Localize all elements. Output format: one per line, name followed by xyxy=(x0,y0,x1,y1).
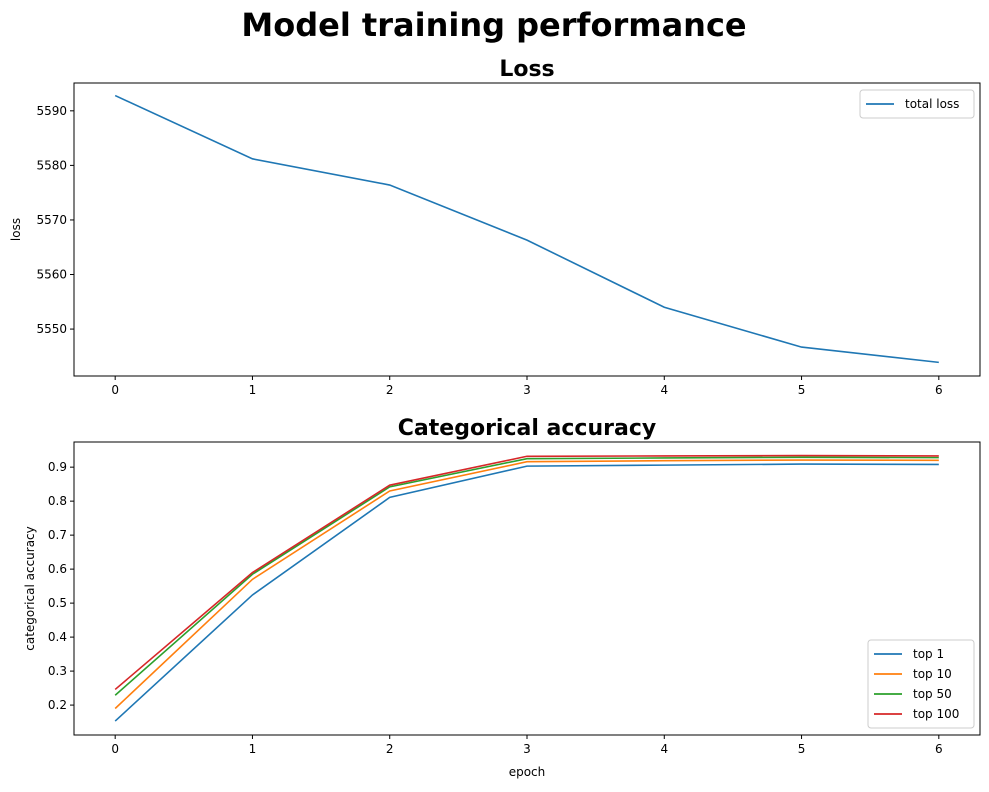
y-tick-label: 5570 xyxy=(36,213,67,227)
legend-box xyxy=(867,639,975,729)
y-tick-label: 0.5 xyxy=(48,596,67,610)
legend-label: top 1 xyxy=(913,647,944,661)
x-tick-label: 6 xyxy=(935,742,943,756)
legend-box xyxy=(859,89,975,119)
suptitle: Model training performance xyxy=(241,6,746,44)
x-tick-label: 0 xyxy=(111,742,119,756)
y-tick-label: 0.3 xyxy=(48,664,67,678)
series-line-top-10 xyxy=(114,459,939,710)
legend: total loss xyxy=(859,89,975,119)
axes-title: Categorical accuracy xyxy=(398,416,656,441)
legend-label: top 50 xyxy=(913,687,952,701)
legend: top 1 top 10 top 50 top 100 xyxy=(867,639,975,729)
legend-label: top 100 xyxy=(913,707,959,721)
loss-axes: Loss 0 1 2 3 4 5 6 5550 5560 5570 5580 5590 loss total… xyxy=(9,57,981,397)
legend-label: total loss xyxy=(905,97,959,111)
x-tick-label: 1 xyxy=(249,742,257,756)
x-tick-label: 1 xyxy=(249,383,257,397)
x-tick-label: 3 xyxy=(523,383,531,397)
y-tick-label: 0.4 xyxy=(48,630,67,644)
y-tick-label: 0.9 xyxy=(48,460,67,474)
x-tick-label: 5 xyxy=(798,383,806,397)
y-tick-label: 0.6 xyxy=(48,562,67,576)
axes-title: Loss xyxy=(499,57,554,82)
legend-label: top 10 xyxy=(913,667,952,681)
x-tick-label: 6 xyxy=(935,383,943,397)
series-line-top-50 xyxy=(114,456,939,696)
y-axis-label: categorical accuracy xyxy=(23,526,37,651)
accuracy-axes: Categorical accuracy 0 1 2 3 4 5 6 0.2 0.3 0.4 0.5 0… xyxy=(23,416,981,779)
series-line-total-loss xyxy=(114,94,939,364)
x-tick-label: 2 xyxy=(386,383,394,397)
y-tick-label: 5590 xyxy=(36,104,67,118)
x-axis-label: epoch xyxy=(509,765,546,779)
series-line-top-100 xyxy=(114,454,939,691)
x-tick-label: 2 xyxy=(386,742,394,756)
y-axis-label: loss xyxy=(9,218,23,241)
y-tick-label: 0.8 xyxy=(48,494,67,508)
x-tick-label: 4 xyxy=(660,383,668,397)
series-line-top-1 xyxy=(114,463,939,722)
x-tick-label: 5 xyxy=(798,742,806,756)
x-tick-label: 0 xyxy=(111,383,119,397)
y-tick-label: 5560 xyxy=(36,268,67,282)
axes-frame xyxy=(73,82,981,377)
y-tick-label: 5580 xyxy=(36,158,67,172)
x-tick-label: 3 xyxy=(523,742,531,756)
y-tick-label: 5550 xyxy=(36,322,67,336)
y-tick-label: 0.7 xyxy=(48,528,67,542)
y-tick-label: 0.2 xyxy=(48,698,67,712)
x-tick-label: 4 xyxy=(660,742,668,756)
axes-frame xyxy=(73,441,981,736)
